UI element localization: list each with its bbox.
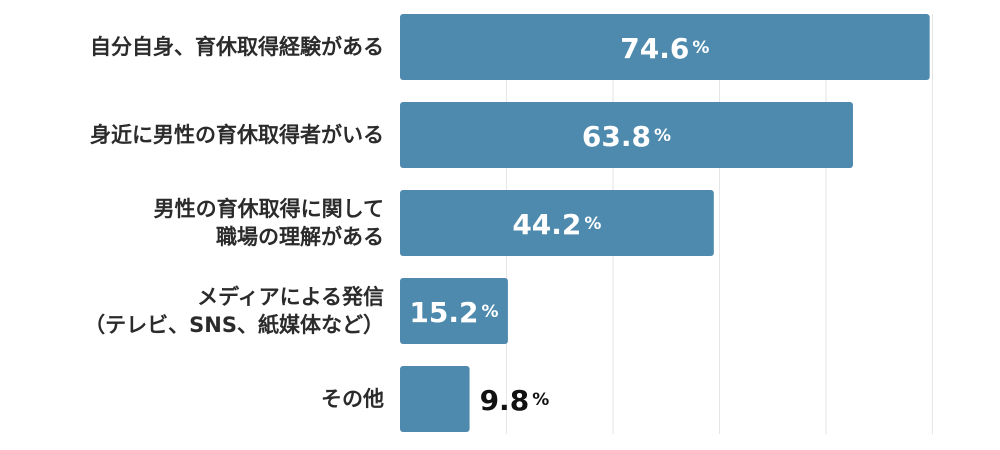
value-label: 63.8%	[582, 120, 671, 153]
category-label: 男性の育休取得に関して	[154, 197, 384, 221]
category-label: （テレビ、SNS、紙媒体など）	[84, 313, 384, 337]
value-unit: %	[692, 38, 709, 58]
bar	[400, 102, 853, 168]
bar	[400, 190, 714, 256]
bars	[400, 14, 930, 432]
category-label: 職場の理解がある	[216, 225, 384, 249]
value-number: 15.2	[409, 296, 478, 329]
category-label: 自分自身、育休取得経験がある	[90, 35, 384, 59]
value-unit: %	[532, 390, 549, 410]
value-number: 44.2	[512, 208, 581, 241]
value-unit: %	[654, 126, 671, 146]
grid-lines	[506, 14, 933, 434]
value-labels: 74.6 %63.8 %44.2 %15.2 %9.8%	[409, 32, 709, 417]
category-labels: 自分自身、育休取得経験がある身近に男性の育休取得者がいる男性の育休取得に関して職…	[84, 35, 384, 411]
value-label: 44.2%	[512, 208, 601, 241]
value-unit: %	[481, 302, 498, 322]
category-label: その他	[321, 387, 384, 411]
bar	[400, 366, 470, 432]
value-number: 74.6	[620, 32, 689, 65]
value-number: 9.8	[480, 384, 530, 417]
value-label: 74.6%	[620, 32, 709, 65]
value-label: 15.2%	[409, 296, 498, 329]
value-number: 63.8	[582, 120, 651, 153]
category-label: メディアによる発信	[197, 285, 384, 309]
value-label: 9.8%	[480, 384, 550, 417]
value-unit: %	[584, 214, 601, 234]
bar	[400, 278, 508, 344]
bar	[400, 14, 930, 80]
category-label: 身近に男性の育休取得者がいる	[90, 123, 384, 147]
